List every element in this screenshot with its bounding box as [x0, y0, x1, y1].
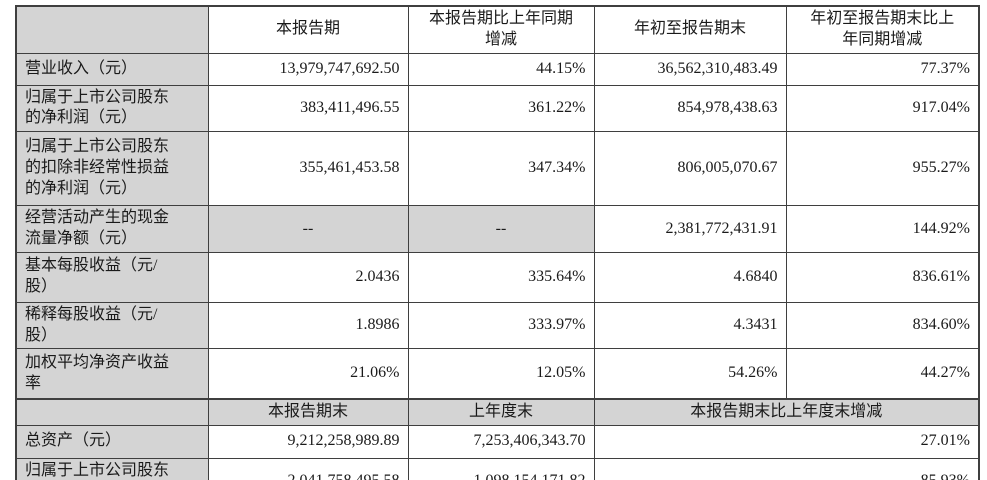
- metric-row-weighted-roe: 加权平均净资产收益 率 21.06% 12.05% 54.26% 44.27%: [15, 348, 980, 400]
- key-financials-table: 本报告期 本报告期比上年同期 增减 年初至报告期末 年初至报告期末比上 年同期增…: [15, 5, 980, 480]
- col-header-period-end-change: 本报告期末比上年度末增减: [593, 397, 980, 426]
- metric-value: 21.06%: [207, 348, 409, 400]
- metric-value: 4.3431: [593, 301, 787, 350]
- col-header-prior-year-end: 上年度末: [407, 397, 595, 426]
- metric-value: 2.0436: [207, 251, 409, 303]
- metric-value-na: --: [407, 205, 595, 253]
- metric-value: 1,098,154,171.82: [407, 457, 595, 480]
- metric-value: 13,979,747,692.50: [207, 52, 409, 86]
- col-header-yoy-change: 本报告期比上年同期 增减: [407, 5, 595, 54]
- metric-value: 4.6840: [593, 251, 787, 303]
- metric-label: 归属于上市公司股东 的所有者权益（元）: [15, 457, 209, 480]
- corner-cell: [15, 397, 209, 426]
- metric-value: 85.93%: [593, 457, 980, 480]
- metric-value: 9,212,258,989.89: [207, 424, 409, 459]
- metric-label: 基本每股收益（元/ 股）: [15, 251, 209, 303]
- metric-label: 归属于上市公司股东 的净利润（元）: [15, 84, 209, 133]
- col-header-ytd-yoy-change: 年初至报告期末比上 年同期增减: [785, 5, 980, 54]
- balance-header-row: 本报告期末 上年度末 本报告期末比上年度末增减: [15, 397, 980, 426]
- metric-value: 834.60%: [785, 301, 980, 350]
- metric-label: 稀释每股收益（元/ 股）: [15, 301, 209, 350]
- metric-row-operating-cash-flow: 经营活动产生的现金 流量净额（元） -- -- 2,381,772,431.91…: [15, 205, 980, 253]
- metric-row-revenue: 营业收入（元） 13,979,747,692.50 44.15% 36,562,…: [15, 52, 980, 86]
- metric-value-na: --: [207, 205, 409, 253]
- metric-row-net-profit-excl-nonrecurring: 归属于上市公司股东 的扣除非经常性损益 的净利润（元） 355,461,453.…: [15, 131, 980, 207]
- metric-value: 383,411,496.55: [207, 84, 409, 133]
- metric-value: 333.97%: [407, 301, 595, 350]
- metric-value: 44.27%: [785, 348, 980, 400]
- balance-row-shareholders-equity: 归属于上市公司股东 的所有者权益（元） 2,041,758,495.58 1,0…: [15, 457, 980, 480]
- metric-value: 335.64%: [407, 251, 595, 303]
- metric-label: 总资产（元）: [15, 424, 209, 459]
- col-header-current-period: 本报告期: [207, 5, 409, 54]
- col-header-period-end: 本报告期末: [207, 397, 409, 426]
- metric-value: 1.8986: [207, 301, 409, 350]
- metric-value: 2,381,772,431.91: [593, 205, 787, 253]
- metric-label: 加权平均净资产收益 率: [15, 348, 209, 400]
- metric-value: 917.04%: [785, 84, 980, 133]
- metric-label: 营业收入（元）: [15, 52, 209, 86]
- metric-label: 经营活动产生的现金 流量净额（元）: [15, 205, 209, 253]
- metric-value: 347.34%: [407, 131, 595, 207]
- metric-value: 144.92%: [785, 205, 980, 253]
- metric-value: 806,005,070.67: [593, 131, 787, 207]
- metric-value: 854,978,438.63: [593, 84, 787, 133]
- metric-value: 54.26%: [593, 348, 787, 400]
- metric-value: 44.15%: [407, 52, 595, 86]
- metric-row-basic-eps: 基本每股收益（元/ 股） 2.0436 335.64% 4.6840 836.6…: [15, 251, 980, 303]
- metric-value: 27.01%: [593, 424, 980, 459]
- metric-value: 12.05%: [407, 348, 595, 400]
- metric-value: 836.61%: [785, 251, 980, 303]
- col-header-year-to-date: 年初至报告期末: [593, 5, 787, 54]
- metric-value: 36,562,310,483.49: [593, 52, 787, 86]
- period-header-row: 本报告期 本报告期比上年同期 增减 年初至报告期末 年初至报告期末比上 年同期增…: [15, 5, 980, 54]
- metric-row-net-profit: 归属于上市公司股东 的净利润（元） 383,411,496.55 361.22%…: [15, 84, 980, 133]
- balance-row-total-assets: 总资产（元） 9,212,258,989.89 7,253,406,343.70…: [15, 424, 980, 459]
- metric-value: 2,041,758,495.58: [207, 457, 409, 480]
- metric-value: 7,253,406,343.70: [407, 424, 595, 459]
- metric-label: 归属于上市公司股东 的扣除非经常性损益 的净利润（元）: [15, 131, 209, 207]
- metric-value: 77.37%: [785, 52, 980, 86]
- corner-cell: [15, 5, 209, 54]
- metric-value: 355,461,453.58: [207, 131, 409, 207]
- metric-value: 955.27%: [785, 131, 980, 207]
- metric-row-diluted-eps: 稀释每股收益（元/ 股） 1.8986 333.97% 4.3431 834.6…: [15, 301, 980, 350]
- metric-value: 361.22%: [407, 84, 595, 133]
